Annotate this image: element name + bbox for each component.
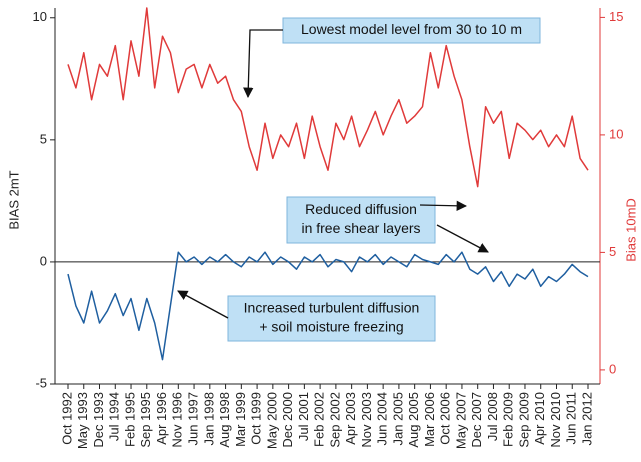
annotation-box [227,295,436,342]
x-tick-label: Nov 1996 [170,392,185,448]
x-tick-label: Feb 1995 [122,392,137,447]
x-tick-label: Jun 2004 [375,392,390,446]
y2-tick-label: 15 [609,9,623,24]
y-tick-label: 5 [40,131,47,146]
x-tick-label: Apr 1996 [154,392,169,445]
x-tick-label: Dec 2000 [280,392,295,448]
y2-tick-label: 10 [609,126,623,141]
annotation-box [282,17,541,44]
x-tick-label: Oct 2006 [438,392,453,445]
series-line [67,251,589,361]
annotation-arrow [177,290,229,319]
x-tick-label: Oct 1992 [59,392,74,445]
y2-axis-label: Bias 10mD [623,198,638,262]
y-tick-label: -5 [35,375,47,390]
x-tick-label: Jan 2012 [579,392,594,446]
x-tick-label: Jul 1994 [107,392,122,441]
x-tick-label: Oct 1999 [249,392,264,445]
x-tick-label: Sep 1995 [138,392,153,448]
x-tick-label: Apr 2003 [343,392,358,445]
x-tick-label: May 2000 [264,392,279,449]
x-tick-label: Feb 2002 [312,392,327,447]
x-tick-label: Sep 2002 [327,392,342,448]
x-tick-label: Dec 2007 [469,392,484,448]
x-tick-label: Jul 2001 [296,392,311,441]
annotation-text: Increased turbulent diffusion [244,300,420,316]
x-tick-label: Aug 2005 [406,392,421,448]
series-line [67,7,589,188]
y-tick-label: 10 [33,9,47,24]
annotation-box [286,196,436,244]
annotation-text: Reduced diffusion [305,201,417,217]
x-tick-label: Jan 2005 [390,392,405,446]
y-axis-label: BIAS 2mT [6,170,21,229]
x-tick-label: Nov 2003 [359,392,374,448]
annotation-text: + soil moisture freezing [259,319,403,335]
x-tick-label: Jun 2011 [564,392,579,445]
annotation-arrow [436,224,489,253]
y2-tick-label: 5 [609,244,616,259]
x-tick-label: Dec 1993 [91,392,106,448]
x-tick-label: May 2007 [453,392,468,449]
x-tick-label: Aug 1998 [217,392,232,448]
x-tick-label: Mar 1999 [233,392,248,447]
x-tick-label: Jan 1998 [201,392,216,446]
y-tick-label: 0 [40,253,47,268]
annotation-arrow [243,29,283,99]
x-tick-label: Sep 2009 [516,392,531,448]
x-tick-label: Apr 2010 [532,392,547,445]
annotation-text: Lowest model level from 30 to 10 m [301,21,522,37]
x-tick-label: Jul 2008 [485,392,500,441]
annotation-arrow [419,200,468,211]
x-tick-label: May 1993 [75,392,90,449]
y2-tick-label: 0 [609,361,616,376]
x-tick-label: Jun 1997 [185,392,200,446]
annotation-text: in free shear layers [301,220,420,236]
x-tick-label: Mar 2006 [422,392,437,447]
x-tick-label: Feb 2009 [501,392,516,447]
x-tick-label: Nov 2010 [548,392,563,448]
